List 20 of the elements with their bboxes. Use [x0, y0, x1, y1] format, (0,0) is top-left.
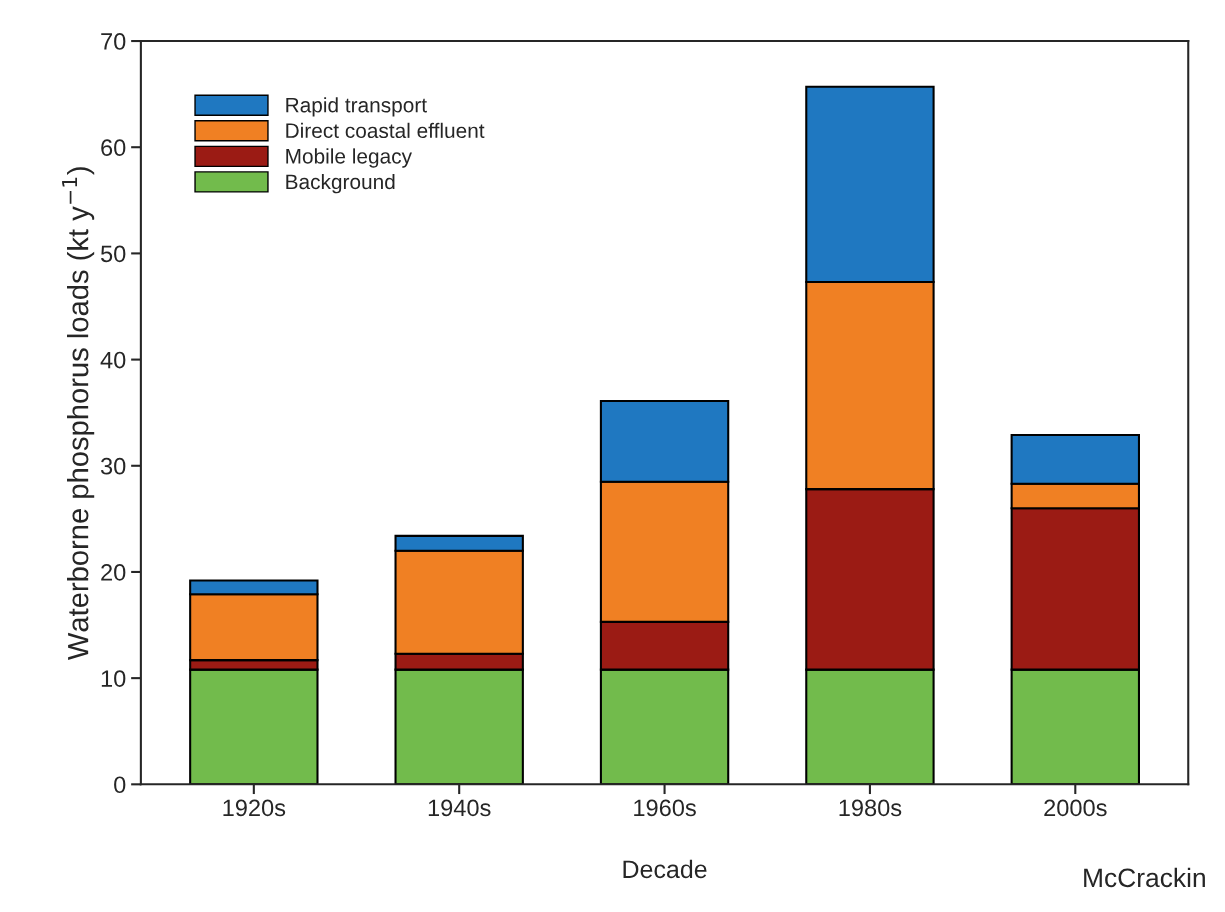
x-tick-label: 1920s: [223, 799, 286, 817]
y-tick-label: 40: [100, 351, 126, 369]
legend-label: Rapid transport: [286, 97, 427, 117]
legend-label: Background: [286, 173, 395, 194]
text: McCrackin: [1084, 867, 1205, 888]
y-tick-label: 20: [101, 564, 126, 581]
legend-label: Direct coastal effluent: [286, 122, 485, 139]
y-tick-label: 30: [100, 457, 126, 475]
y-tick-label: 0: [114, 776, 126, 794]
y-tick-label: 60: [101, 139, 126, 157]
legend-label: Mobile legacy: [286, 148, 412, 168]
y-tick-label: 10: [101, 670, 126, 687]
y-axis-title: Waterborne phosphorus loads (kt y$^{−1}$): [62, 167, 95, 661]
x-tick-label: 1960s: [634, 799, 696, 817]
y-tick-label: 50: [100, 245, 126, 263]
x-axis-title: Decade: [623, 859, 707, 879]
x-tick-label: 1980s: [839, 799, 902, 817]
y-tick-label: 70: [101, 33, 126, 50]
x-tick-label: 1940s: [428, 799, 491, 817]
x-tick-label: 2000s: [1044, 799, 1107, 817]
